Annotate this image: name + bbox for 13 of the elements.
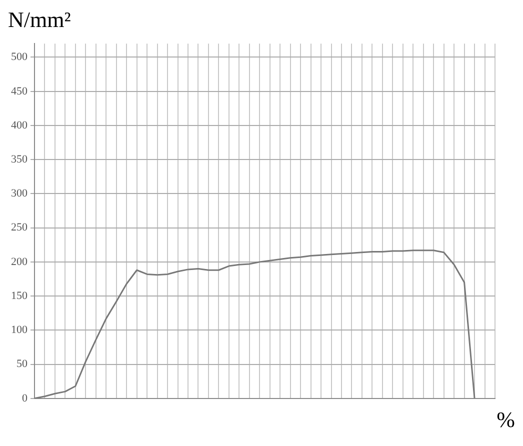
y-tick-label: 450: [11, 85, 28, 98]
y-tick-label: 50: [16, 358, 28, 370]
y-tick-label: 400: [11, 119, 28, 132]
y-tick-label: 100: [11, 324, 28, 336]
y-tick-label: 250: [11, 222, 28, 234]
x-axis-title: %: [496, 407, 515, 432]
y-tick-label: 150: [11, 290, 28, 302]
y-tick-label: 300: [11, 188, 28, 200]
y-axis-title: N/mm²: [8, 7, 72, 34]
y-tick-label: 200: [11, 256, 28, 268]
y-tick-label: 0: [22, 392, 28, 404]
y-tick-label: 500: [11, 51, 28, 64]
y-tick-label: 350: [11, 153, 28, 166]
